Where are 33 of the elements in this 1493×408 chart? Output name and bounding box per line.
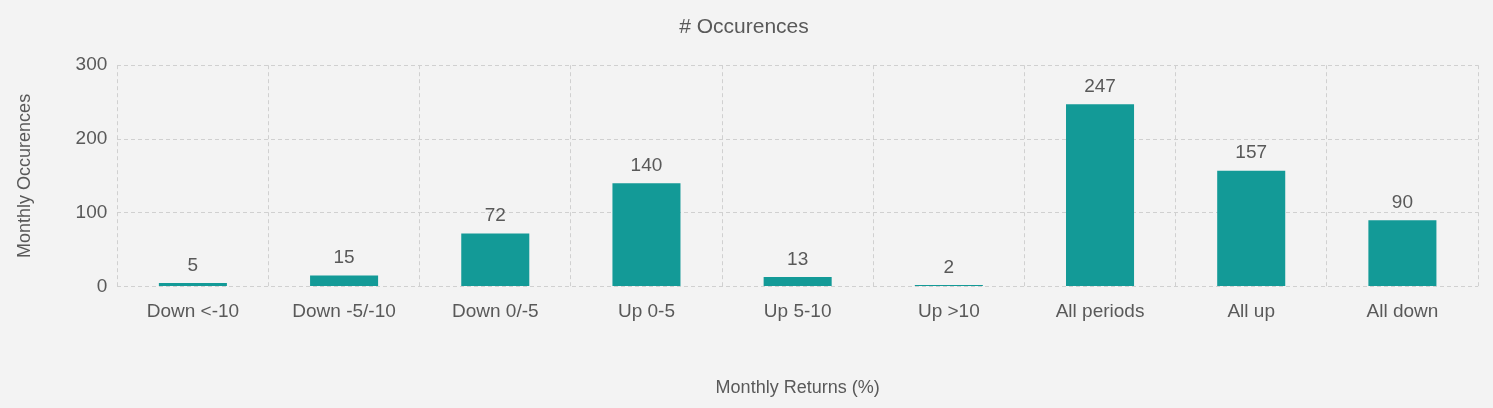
x-tick-label: Up >10 bbox=[917, 300, 980, 322]
x-tick-label: Down <-10 bbox=[146, 300, 240, 322]
x-tick-label: Down 0/-5 bbox=[451, 300, 539, 322]
data-label: 15 bbox=[333, 246, 355, 268]
bar bbox=[1368, 220, 1437, 287]
x-tick-label: Down -5/-10 bbox=[292, 300, 396, 322]
x-axis-title: Monthly Returns (%) bbox=[715, 377, 880, 398]
data-label: 157 bbox=[1235, 141, 1268, 163]
data-label: 13 bbox=[787, 247, 809, 269]
chart-title: # Occurences bbox=[679, 14, 809, 38]
bar bbox=[1217, 170, 1286, 287]
data-label: 90 bbox=[1391, 190, 1413, 212]
x-tick-label: All down bbox=[1366, 300, 1439, 322]
data-label: 72 bbox=[484, 204, 506, 226]
y-tick-label: 0 bbox=[96, 274, 108, 296]
x-tick-label: Up 0-5 bbox=[617, 300, 675, 322]
bar bbox=[158, 282, 227, 287]
data-label: 140 bbox=[630, 154, 663, 176]
data-label: 5 bbox=[187, 253, 199, 275]
bar bbox=[310, 275, 379, 287]
bar bbox=[1066, 104, 1135, 287]
bar bbox=[763, 277, 832, 287]
y-tick-label: 300 bbox=[75, 53, 108, 75]
data-label: 2 bbox=[943, 255, 955, 277]
x-tick-label: All up bbox=[1227, 300, 1275, 322]
bar bbox=[461, 233, 530, 287]
bar bbox=[612, 183, 681, 287]
data-label: 247 bbox=[1084, 75, 1116, 97]
y-axis-title: Monthly Occurences bbox=[13, 93, 34, 258]
y-tick-label: 100 bbox=[75, 201, 108, 223]
y-tick-label: 200 bbox=[75, 127, 108, 149]
x-tick-label: All periods bbox=[1055, 300, 1145, 322]
x-tick-label: Up 5-10 bbox=[763, 300, 832, 322]
